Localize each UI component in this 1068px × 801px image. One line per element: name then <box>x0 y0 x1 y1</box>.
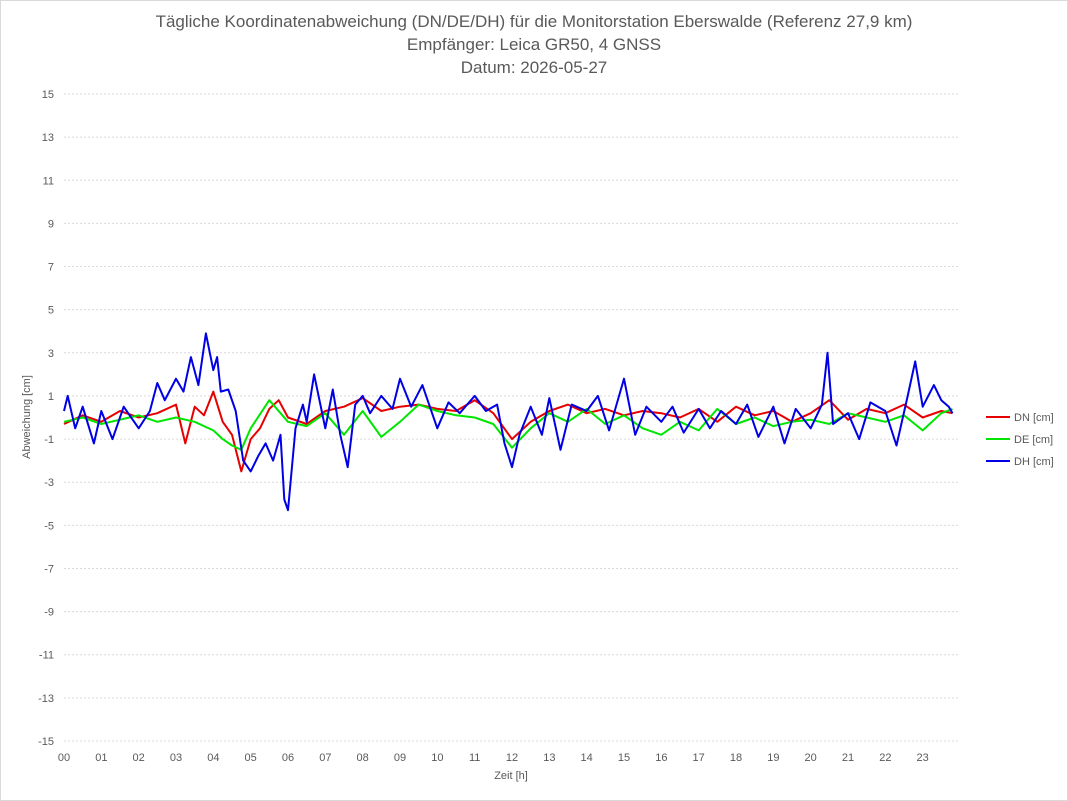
y-tick-label: 11 <box>43 175 54 187</box>
y-tick-label: 13 <box>42 132 54 144</box>
legend-label: DH [cm] <box>1014 456 1054 468</box>
x-tick-label: 12 <box>506 752 518 764</box>
y-tick-label: 1 <box>48 391 54 403</box>
x-tick-label: 07 <box>319 752 331 764</box>
x-tick-label: 10 <box>431 752 443 764</box>
x-tick-labels: 00 01 02 03 04 05 06 07 08 09 10 11 12 13 14 15 16 17 18 19… <box>58 752 929 764</box>
x-tick-label: 05 <box>245 752 257 764</box>
x-tick-label: 00 <box>58 752 70 764</box>
y-tick-label: -15 <box>38 736 54 748</box>
x-tick-label: 19 <box>767 752 779 764</box>
x-tick-label: 17 <box>693 752 705 764</box>
y-tick-label: -7 <box>44 563 54 575</box>
y-tick-labels: 15 13 11 9 7 5 3 1 -1 -3 -5 -7 -9 -11 -13 -15 <box>38 89 54 748</box>
y-tick-label: -5 <box>44 520 54 532</box>
y-tick-label: 3 <box>48 348 54 360</box>
x-tick-label: 04 <box>207 752 219 764</box>
x-tick-label: 20 <box>805 752 817 764</box>
series-line-dh <box>63 332 954 512</box>
x-tick-label: 03 <box>170 752 182 764</box>
grid-lines <box>64 93 960 742</box>
series-lines <box>63 332 954 512</box>
y-tick-label: -1 <box>44 434 54 446</box>
y-axis-title: Abweichung [cm] <box>21 375 33 459</box>
x-tick-label: 14 <box>581 752 593 764</box>
x-tick-label: 08 <box>357 752 369 764</box>
x-tick-label: 15 <box>618 752 630 764</box>
x-tick-label: 02 <box>133 752 145 764</box>
y-tick-label: -13 <box>38 693 54 705</box>
x-tick-label: 16 <box>655 752 667 764</box>
x-axis-title: Zeit [h] <box>494 770 528 782</box>
chart-title: Tägliche Koordinatenabweichung (DN/DE/DH… <box>155 12 913 31</box>
series-line-dn <box>63 390 953 473</box>
legend: DN [cm] DE [cm] DH [cm] <box>986 412 1054 468</box>
x-tick-label: 01 <box>95 752 107 764</box>
x-tick-label: 18 <box>730 752 742 764</box>
y-tick-label: 15 <box>42 89 54 101</box>
legend-label: DN [cm] <box>1014 412 1054 424</box>
chart-subtitle-date: Datum: 2026-05-27 <box>460 58 608 77</box>
x-tick-label: 23 <box>917 752 929 764</box>
x-tick-label: 06 <box>282 752 294 764</box>
x-tick-label: 22 <box>879 752 891 764</box>
y-tick-label: 9 <box>48 218 54 230</box>
legend-label: DE [cm] <box>1014 434 1053 446</box>
y-tick-label: -9 <box>44 607 54 619</box>
y-tick-label: -3 <box>44 477 54 489</box>
y-tick-label: -11 <box>39 650 54 662</box>
y-tick-label: 5 <box>48 305 54 317</box>
y-tick-label: 7 <box>48 262 54 274</box>
chart-subtitle-receiver: Empfänger: Leica GR50, 4 GNSS <box>406 35 662 54</box>
x-tick-label: 11 <box>469 752 480 764</box>
x-tick-label: 21 <box>842 752 854 764</box>
x-tick-label: 13 <box>543 752 555 764</box>
x-tick-label: 09 <box>394 752 406 764</box>
